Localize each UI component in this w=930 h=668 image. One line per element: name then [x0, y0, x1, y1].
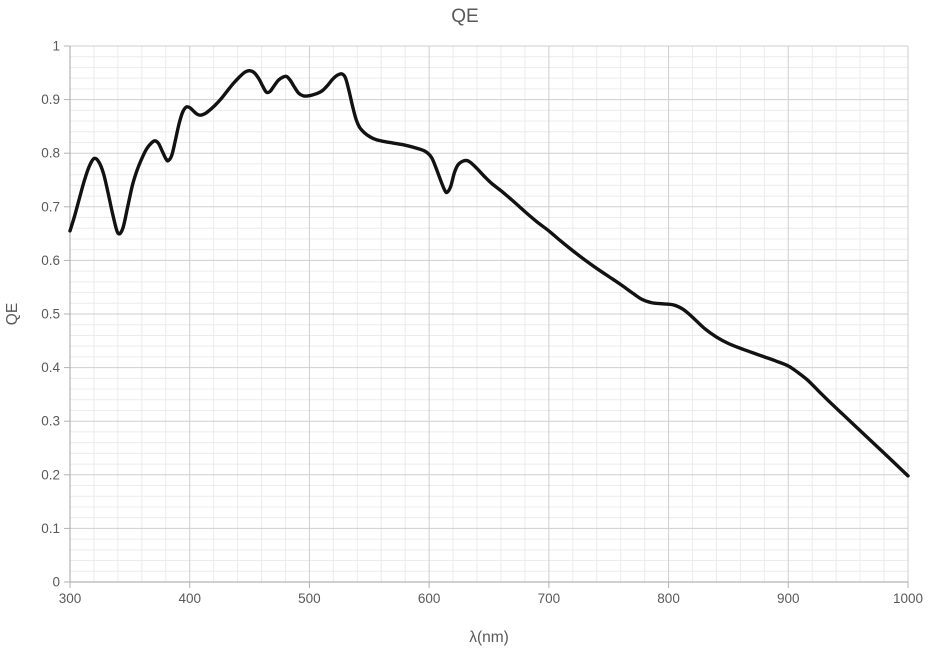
- axis-tick-labels: 300 400 500 600 700 800 900 1000 0 0.1 0.2 0.3 0.4 0.…: [41, 39, 923, 607]
- y-tick-label: 1: [52, 39, 60, 54]
- x-tick-label: 900: [777, 591, 800, 606]
- x-tick-label: 800: [657, 591, 680, 606]
- y-tick-label: 0.9: [41, 92, 60, 107]
- y-tick-label: 0: [52, 575, 60, 590]
- qe-curve-line: [68, 68, 910, 478]
- y-tick-label: 0.2: [41, 467, 60, 482]
- major-gridlines: [70, 45, 909, 582]
- axis-tick-marks: [64, 45, 909, 588]
- y-tick-label: 0.7: [41, 199, 60, 214]
- x-tick-label: 300: [59, 591, 82, 606]
- x-tick-label: 500: [298, 591, 321, 606]
- y-tick-label: 0.8: [41, 146, 60, 161]
- y-tick-label: 0.6: [41, 253, 60, 268]
- x-axis-title: λ(nm): [469, 629, 509, 646]
- y-tick-label: 0.1: [41, 521, 60, 536]
- chart-title: QE: [451, 6, 479, 27]
- y-tick-label: 0.5: [41, 307, 60, 322]
- x-tick-label: 400: [178, 591, 201, 606]
- y-tick-label: 0.4: [41, 360, 60, 375]
- x-tick-label: 600: [418, 591, 441, 606]
- x-tick-label: 700: [538, 591, 561, 606]
- x-tick-label: 1000: [893, 591, 923, 606]
- y-tick-label: 0.3: [41, 414, 60, 429]
- y-axis-title: QE: [4, 302, 21, 326]
